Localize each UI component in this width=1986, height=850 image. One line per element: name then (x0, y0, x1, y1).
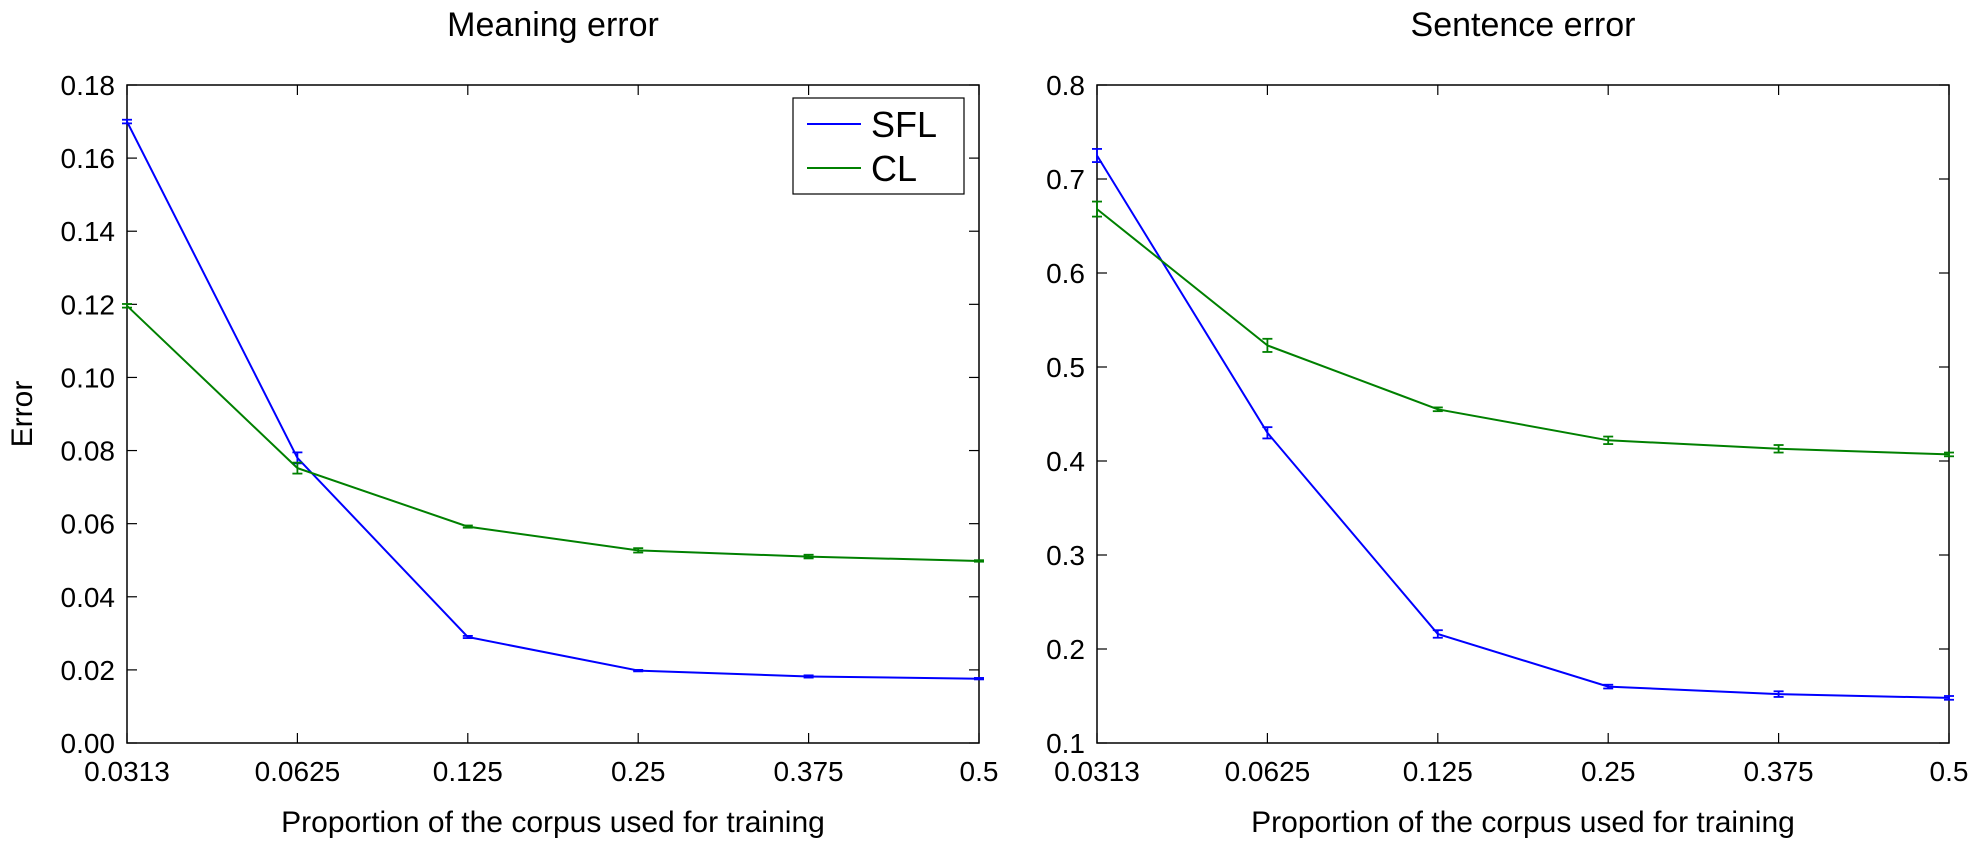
y-tick-label: 0.04 (61, 582, 116, 613)
y-tick-label: 0.4 (1046, 446, 1085, 477)
x-tick-label: 0.125 (433, 756, 503, 787)
y-tick-label: 0.10 (61, 362, 116, 393)
x-axis-title: Proportion of the corpus used for traini… (1251, 806, 1795, 839)
x-tick-label: 0.0625 (1225, 756, 1311, 787)
x-tick-label: 0.125 (1403, 756, 1473, 787)
x-tick-label: 0.25 (611, 756, 666, 787)
legend-label-cl: CL (871, 148, 917, 189)
y-tick-label: 0.6 (1046, 258, 1085, 289)
y-axis-title: Error (6, 381, 39, 448)
meaning-error-chart: Meaning error 0.00 0.02 0.04 0.06 0.08 0.10 0.1… (6, 6, 998, 839)
series-sfl (1092, 148, 1954, 701)
series-line-cl (126, 305, 980, 562)
plot-frame (1096, 84, 1950, 744)
x-tick-label: 0.25 (1581, 756, 1636, 787)
series-cl (122, 303, 984, 563)
x-tick-label: 0.0313 (84, 756, 170, 787)
series-line-sfl (1096, 154, 1950, 699)
y-tick-label: 0.2 (1046, 634, 1085, 665)
legend-box (792, 97, 965, 195)
y-tick-label: 0.08 (61, 436, 116, 467)
y-tick-label: 0.00 (61, 728, 116, 759)
sentence-error-chart: Sentence error 0.1 0.2 0.3 0.4 0.5 0.6 0.7 0.8 0.… (1046, 6, 1968, 839)
x-tick-label: 0.0313 (1054, 756, 1140, 787)
legend-label-sfl: SFL (871, 104, 937, 145)
x-tick-label: 0.5 (1930, 756, 1969, 787)
y-tick-label: 0.06 (61, 509, 116, 540)
y-tick-label: 0.02 (61, 655, 116, 686)
series-line-sfl (126, 121, 980, 680)
series-line-cl (1096, 208, 1950, 456)
y-tick-label: 0.3 (1046, 540, 1085, 571)
x-tick-label: 0.375 (1744, 756, 1814, 787)
x-tick-label: 0.0625 (255, 756, 341, 787)
y-tick-label: 0.18 (61, 70, 116, 101)
series-cl (1092, 200, 1954, 458)
x-tick-label: 0.5 (960, 756, 999, 787)
y-tick-label: 0.5 (1046, 352, 1085, 383)
plot-frame (126, 84, 980, 744)
y-tick-label: 0.16 (61, 143, 116, 174)
y-tick-label: 0.8 (1046, 70, 1085, 101)
x-axis-title: Proportion of the corpus used for traini… (281, 806, 825, 839)
chart-title: Sentence error (1411, 6, 1636, 44)
y-tick-label: 0.12 (61, 289, 116, 320)
y-tick-label: 0.7 (1046, 164, 1085, 195)
series-sfl (122, 118, 984, 681)
chart-title: Meaning error (447, 6, 659, 44)
y-tick-label: 0.14 (61, 216, 116, 247)
y-tick-label: 0.1 (1046, 728, 1085, 759)
x-tick-label: 0.375 (774, 756, 844, 787)
